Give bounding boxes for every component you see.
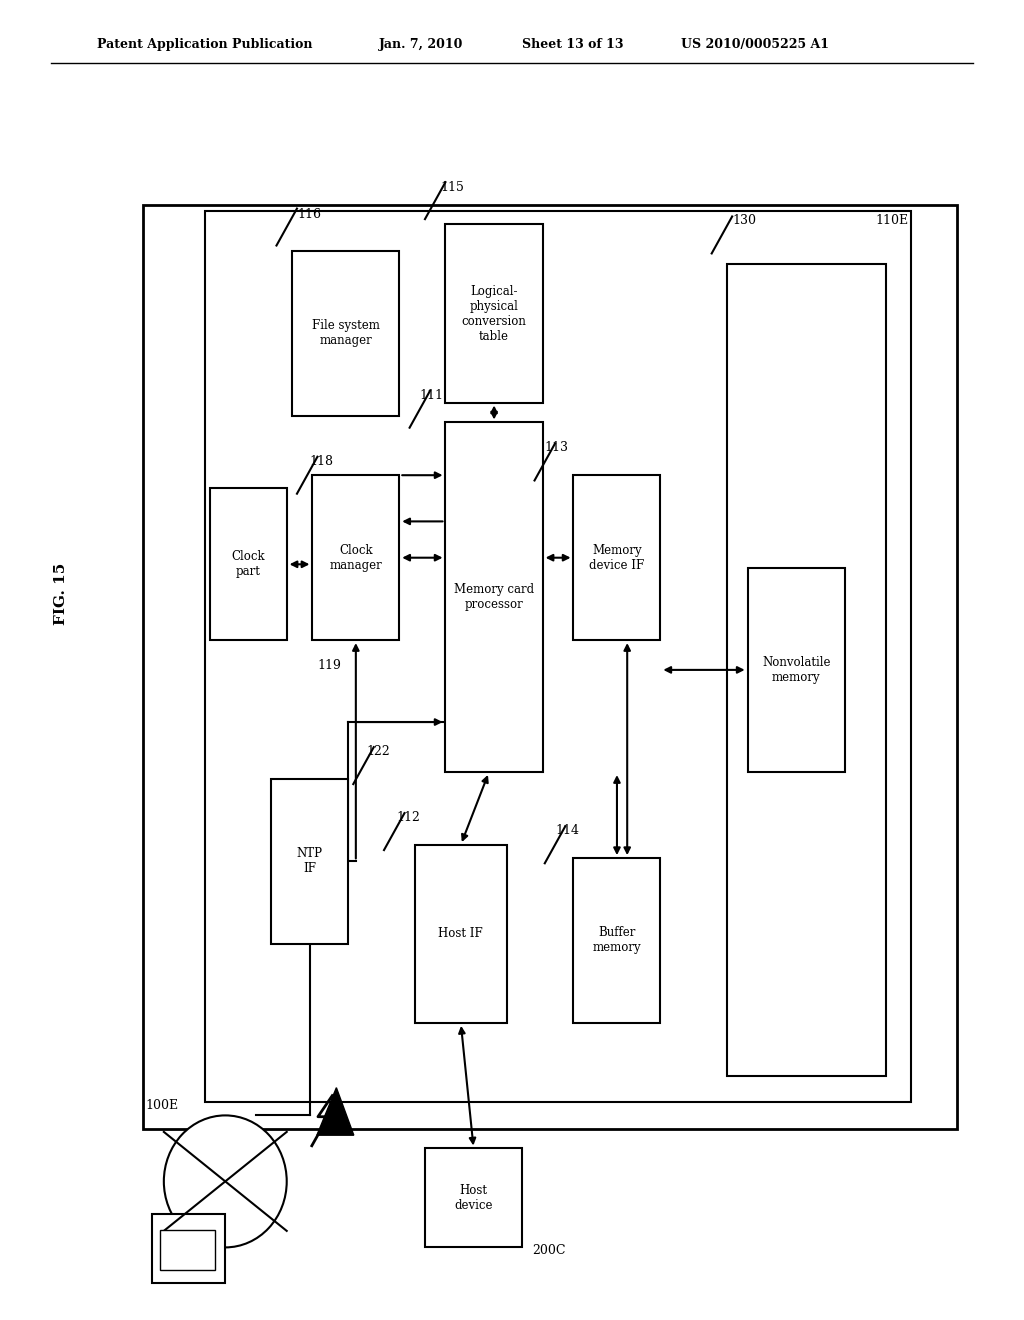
Text: Nonvolatile
memory: Nonvolatile memory: [762, 656, 830, 684]
Text: Memory card
processor: Memory card processor: [454, 583, 535, 611]
Text: Jan. 7, 2010: Jan. 7, 2010: [379, 38, 463, 51]
Text: 113: 113: [545, 441, 568, 454]
Text: Clock
manager: Clock manager: [330, 544, 382, 572]
Text: NTP
IF: NTP IF: [297, 847, 323, 875]
Text: 200C: 200C: [532, 1243, 566, 1257]
Text: 115: 115: [440, 181, 464, 194]
Bar: [210, 488, 287, 640]
Bar: [573, 475, 660, 640]
Text: US 2010/0005225 A1: US 2010/0005225 A1: [681, 38, 829, 51]
Bar: [292, 251, 399, 416]
Bar: [748, 568, 845, 772]
Bar: [152, 1214, 225, 1283]
Text: 122: 122: [367, 744, 390, 758]
Bar: [271, 779, 348, 944]
Text: Host IF: Host IF: [438, 928, 483, 940]
Bar: [205, 211, 911, 1102]
Bar: [573, 858, 660, 1023]
Bar: [160, 1230, 215, 1270]
Text: Patent Application Publication: Patent Application Publication: [97, 38, 312, 51]
Bar: [727, 264, 886, 1076]
Text: 116: 116: [297, 207, 321, 220]
Text: 118: 118: [309, 454, 333, 467]
Text: File system
manager: File system manager: [311, 319, 380, 347]
Bar: [445, 422, 543, 772]
Polygon shape: [317, 1088, 354, 1135]
Text: Memory
device IF: Memory device IF: [590, 544, 644, 572]
Text: 111: 111: [420, 388, 443, 401]
Bar: [445, 224, 543, 403]
Text: FIG. 15: FIG. 15: [54, 562, 69, 626]
Text: Host
device: Host device: [455, 1184, 493, 1212]
Text: 130: 130: [732, 214, 756, 227]
Text: Sheet 13 of 13: Sheet 13 of 13: [522, 38, 624, 51]
Ellipse shape: [164, 1115, 287, 1247]
Bar: [143, 205, 957, 1129]
Text: 112: 112: [396, 810, 420, 824]
Text: 100E: 100E: [145, 1098, 178, 1111]
Text: 119: 119: [317, 659, 341, 672]
Text: Buffer
memory: Buffer memory: [593, 927, 641, 954]
Text: 114: 114: [555, 824, 579, 837]
Text: 110E: 110E: [876, 214, 908, 227]
Bar: [312, 475, 399, 640]
Text: Logical-
physical
conversion
table: Logical- physical conversion table: [462, 285, 526, 342]
Text: Clock
part: Clock part: [231, 550, 265, 578]
Bar: [415, 845, 507, 1023]
Bar: [425, 1148, 522, 1247]
